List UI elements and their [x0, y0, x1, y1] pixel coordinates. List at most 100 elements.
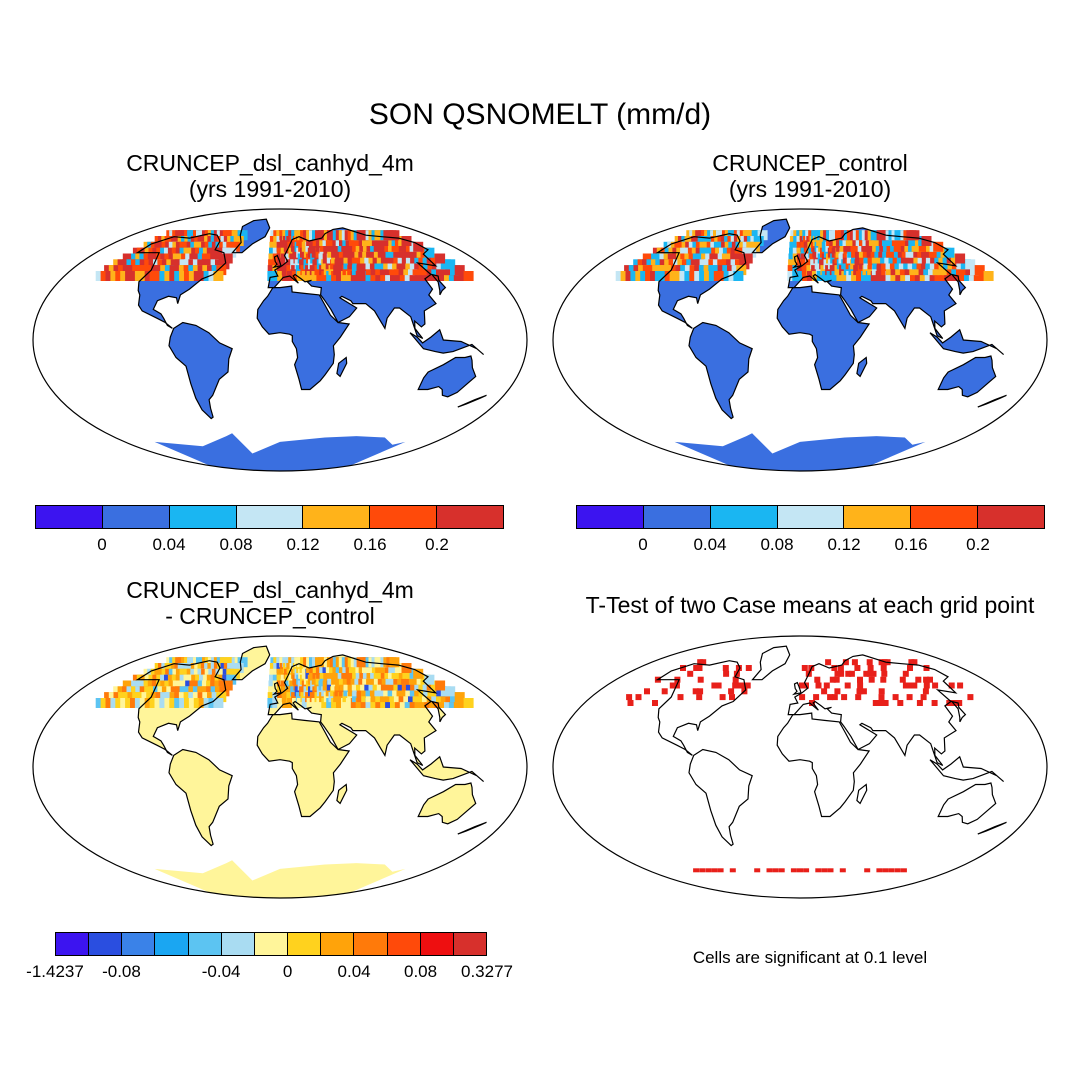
- coastline-indonesia: [929, 328, 1004, 356]
- land-japan: [431, 274, 446, 295]
- significant-cell: [833, 676, 840, 683]
- coastline-japan: [430, 700, 447, 723]
- significant-cell: [715, 682, 722, 689]
- significant-cell: [801, 665, 808, 671]
- significant-cell: [705, 868, 712, 873]
- significant-cell: [856, 688, 863, 695]
- land-antarctica: [154, 433, 406, 471]
- coastline-new-zealand: [457, 394, 487, 408]
- significant-cell: [878, 688, 885, 695]
- snow-cell: [229, 668, 240, 679]
- significant-cell: [902, 670, 909, 677]
- coastline-uk: [271, 681, 282, 696]
- significant-cell: [697, 688, 704, 695]
- significant-cell: [920, 694, 927, 701]
- snow-cell: [445, 686, 456, 697]
- significant-cell: [888, 868, 895, 873]
- significant-cell: [815, 868, 822, 873]
- significant-cell: [745, 665, 752, 671]
- snow-cell: [909, 230, 920, 241]
- panel-a-title-line2: (yrs 1991-2010): [188, 176, 352, 202]
- significant-cell: [851, 659, 858, 666]
- significant-cell: [717, 868, 724, 873]
- colorbar-swatch: [321, 933, 355, 955]
- significant-cell: [821, 868, 828, 873]
- map-content: [615, 218, 1007, 471]
- colorbar-swatch: [188, 933, 222, 955]
- significant-cell: [711, 682, 718, 689]
- significant-cell: [863, 670, 870, 677]
- significant-cell: [923, 682, 930, 689]
- land-madagascar: [336, 784, 347, 804]
- coastline-australia: [417, 782, 477, 825]
- snow-cell: [222, 680, 233, 691]
- significant-cell: [915, 676, 922, 683]
- land-madagascar: [856, 357, 867, 377]
- coastline-australia: [937, 782, 997, 825]
- land-south-america: [169, 749, 233, 846]
- land-greenland: [753, 646, 790, 680]
- colorbar-tick-label: 0.08: [760, 535, 794, 554]
- significant-cell: [644, 688, 650, 695]
- coastline-new-zealand: [457, 821, 487, 835]
- significant-cell: [911, 682, 918, 689]
- snow-cell: [955, 253, 966, 264]
- significant-cell: [916, 700, 923, 706]
- significant-cell: [797, 868, 803, 873]
- significant-cell: [729, 868, 736, 873]
- land-indonesia: [410, 756, 484, 782]
- colorbar-swatch: [844, 506, 912, 528]
- significant-cell: [700, 659, 707, 666]
- significant-cell: [845, 670, 852, 677]
- significant-cell: [857, 682, 864, 689]
- panel-c-title-line2: - CRUNCEP_control: [165, 603, 375, 629]
- snow-cell: [226, 674, 237, 685]
- significant-cell: [876, 868, 883, 873]
- snow-cell: [237, 230, 248, 241]
- colorbar-tick-label: 0.04: [337, 962, 371, 981]
- significant-cell: [627, 700, 634, 706]
- coastline-north-america: [655, 660, 747, 756]
- snow-cell: [216, 692, 227, 703]
- significant-cell: [696, 665, 703, 671]
- snow-cell: [229, 241, 240, 252]
- coastline-africa: [776, 712, 871, 818]
- coastline-greenland: [751, 645, 791, 681]
- colorbar-tick-label: 0.12: [827, 535, 861, 554]
- significant-cell: [892, 694, 899, 701]
- significant-cell: [854, 665, 861, 671]
- colorbar-panel-a: [35, 505, 504, 529]
- colorbar-swatch: [387, 933, 421, 955]
- significant-cell: [870, 670, 877, 677]
- figure-title: SON QSNOMELT (mm/d): [368, 98, 712, 131]
- colorbar-swatch: [122, 933, 156, 955]
- significant-cell: [669, 682, 676, 689]
- coastline-south-america: [168, 748, 233, 847]
- significant-cell: [900, 868, 907, 873]
- significant-cell: [821, 688, 828, 695]
- significant-cell: [882, 868, 889, 873]
- snow-cell: [753, 236, 764, 246]
- coastline-japan: [950, 700, 967, 723]
- snow-cell: [445, 259, 456, 270]
- snow-cell: [237, 657, 248, 668]
- colorbar-swatch: [236, 506, 304, 528]
- significant-cell: [866, 670, 873, 677]
- land-south-america: [689, 322, 753, 419]
- snow-cell: [746, 247, 757, 258]
- significant-cell: [778, 868, 785, 873]
- significant-cell: [848, 670, 855, 677]
- coastline-madagascar: [856, 356, 868, 378]
- significant-cell: [907, 682, 914, 689]
- coastline-africa: [776, 285, 871, 391]
- significant-cell: [723, 670, 730, 677]
- panel-b-title: CRUNCEP_control (yrs 1991-2010): [560, 150, 1060, 202]
- map-panel-a: [32, 208, 528, 472]
- significant-cell: [736, 682, 743, 689]
- colorbar-swatch: [437, 506, 504, 528]
- colorbar-swatch: [354, 933, 388, 955]
- significant-cell: [732, 682, 739, 689]
- significant-cell: [877, 700, 884, 706]
- land-north-america: [658, 661, 746, 756]
- land-australia: [938, 356, 996, 397]
